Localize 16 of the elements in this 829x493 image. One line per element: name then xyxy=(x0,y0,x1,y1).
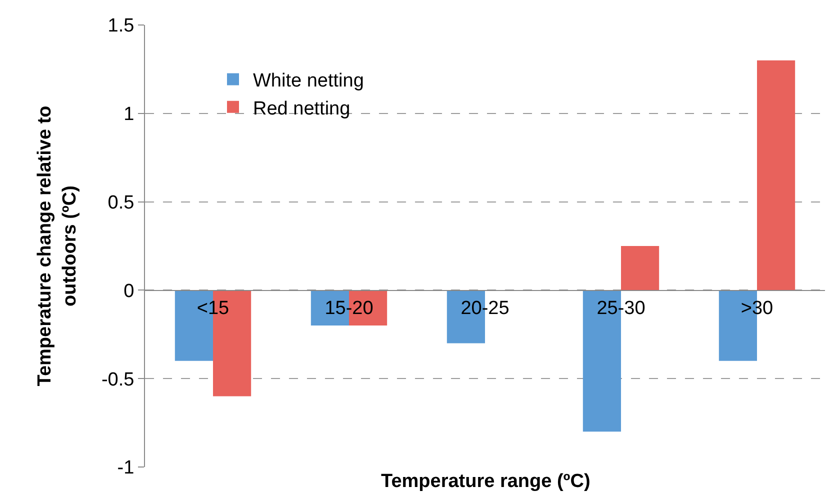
y-tick-label: 1.5 xyxy=(108,16,134,37)
x-tick-label: >30 xyxy=(740,298,774,319)
x-tick-label: 20-25 xyxy=(460,298,510,319)
x-axis-title: Temperature range (ºC) xyxy=(381,471,590,492)
bar xyxy=(621,246,660,290)
y-axis-title: Temperature change relative to outdoors (ºC) xyxy=(34,106,80,386)
y-tick-label: -1 xyxy=(117,458,134,479)
y-tick-label: 1 xyxy=(124,104,134,126)
x-tick-label: 25-30 xyxy=(596,298,646,319)
x-tick-label: <15 xyxy=(196,298,230,319)
y-tick-label: -0.5 xyxy=(101,369,134,390)
bar xyxy=(757,60,796,290)
legend-label: Red netting xyxy=(253,98,350,120)
legend-label: White netting xyxy=(253,70,364,92)
y-tick-label: 0.5 xyxy=(108,192,134,214)
y-tick-label: 0 xyxy=(124,280,134,302)
